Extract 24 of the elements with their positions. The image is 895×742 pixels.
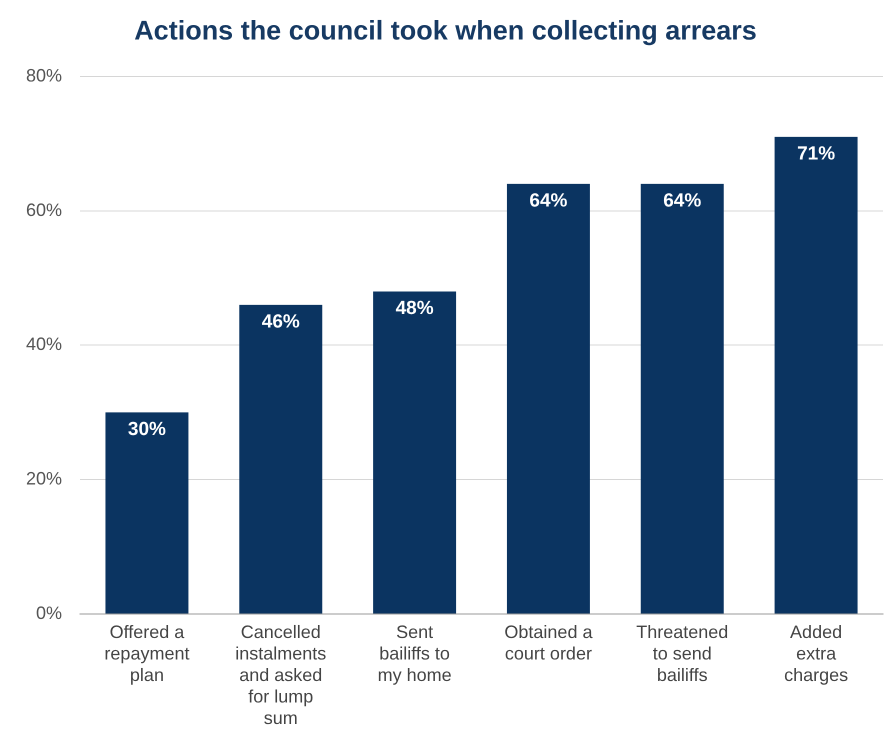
- chart-title: Actions the council took when collecting arrears: [134, 16, 757, 46]
- bar: [640, 184, 724, 614]
- data-label: 71%: [797, 144, 836, 165]
- data-label: 64%: [529, 190, 568, 212]
- bar: [506, 184, 590, 614]
- y-tick-label: 40%: [26, 334, 62, 354]
- data-label: 46%: [262, 312, 300, 333]
- y-tick-label: 80%: [26, 65, 62, 86]
- data-label: 64%: [663, 190, 702, 212]
- x-tick-label: Offered a repayment plan: [104, 622, 190, 685]
- y-tick-label: 0%: [36, 602, 62, 623]
- x-tick-label: Threatened to send bailiffs: [636, 622, 728, 685]
- y-tick-label: 60%: [26, 200, 62, 220]
- x-tick-label: Added extra charges: [784, 622, 848, 685]
- bar: [105, 412, 188, 614]
- bar: [373, 291, 456, 614]
- data-label: 30%: [128, 419, 166, 440]
- data-label: 48%: [396, 298, 434, 320]
- x-tick-label: Cancelled instalments and asked for lump sum: [235, 622, 326, 728]
- x-tick-label: Obtained a court order: [504, 622, 594, 664]
- bar: [239, 304, 322, 614]
- bar: [774, 136, 858, 614]
- x-tick-label: Sent bailiffs to my home: [378, 622, 452, 685]
- y-tick-label: 20%: [26, 468, 62, 489]
